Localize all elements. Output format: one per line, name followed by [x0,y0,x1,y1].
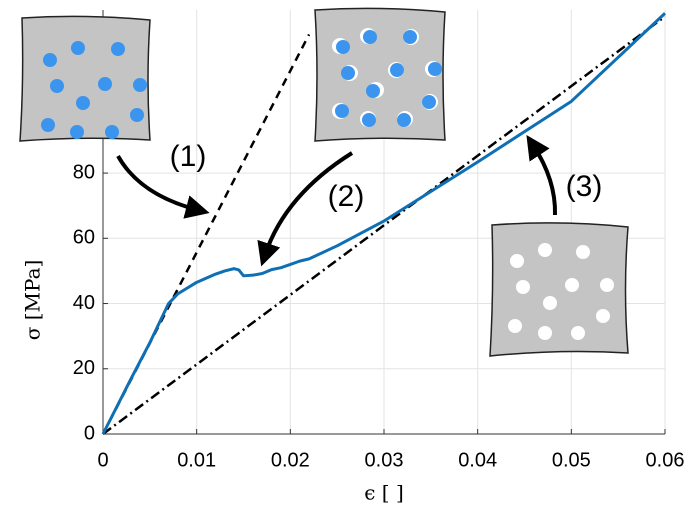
x-tick-label: 0.01 [177,449,216,471]
annotation: (3) [566,170,603,203]
inset-1 [19,15,151,142]
arrow-2 [257,151,354,267]
y-axis-label: σ [MPa] [21,260,45,341]
y-tick-label: 0 [84,422,95,444]
arrow-3 [526,134,558,216]
x-tick-label: 0.02 [271,449,310,471]
x-tick-label: 0.03 [365,449,404,471]
x-tick-label: 0.05 [552,449,591,471]
x-tick-label: 0 [97,449,108,471]
lines [101,12,667,436]
x-axis-label: ϵ [ ] [364,481,404,505]
y-tick-label: 40 [73,292,95,314]
annotation: (1) [170,140,207,173]
y-tick-label: 60 [73,227,95,249]
x-tick-label: 0.04 [458,449,497,471]
series-line [101,12,667,435]
inset-2 [314,7,446,142]
inset-3 [489,222,629,357]
x-tick-label: 0.06 [646,449,685,471]
y-tick-label: 80 [73,161,95,183]
y-tick-label: 20 [73,357,95,379]
grid [102,10,666,435]
arrow-1 [116,155,210,219]
annotation: (2) [328,180,365,213]
series-line [102,15,666,436]
